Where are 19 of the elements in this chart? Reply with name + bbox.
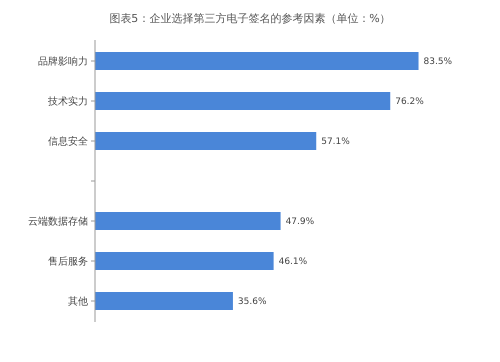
data-label: 57.1% <box>321 137 350 148</box>
bar <box>95 212 281 230</box>
bar <box>95 252 274 270</box>
y-tick-label: 信息安全 <box>48 136 88 148</box>
chart-title: 图表5：企业选择第三方电子签名的参考因素（单位：%） <box>109 12 391 25</box>
data-label: 35.6% <box>238 297 267 308</box>
y-tick-label: 技术实力 <box>47 96 88 108</box>
bar <box>95 52 419 70</box>
y-tick-label: 售后服务 <box>48 256 88 268</box>
bar <box>95 92 390 110</box>
bar <box>95 292 233 310</box>
y-tick-label: 云端数据存储 <box>28 216 88 228</box>
data-label: 83.5% <box>424 57 453 68</box>
y-tick-label: 品牌影响力 <box>38 56 88 68</box>
data-label: 46.1% <box>278 257 308 268</box>
y-tick-label: 其他 <box>68 296 88 308</box>
bar <box>95 132 316 150</box>
data-label: 76.2% <box>395 97 424 108</box>
data-label: 47.9% <box>286 217 315 228</box>
